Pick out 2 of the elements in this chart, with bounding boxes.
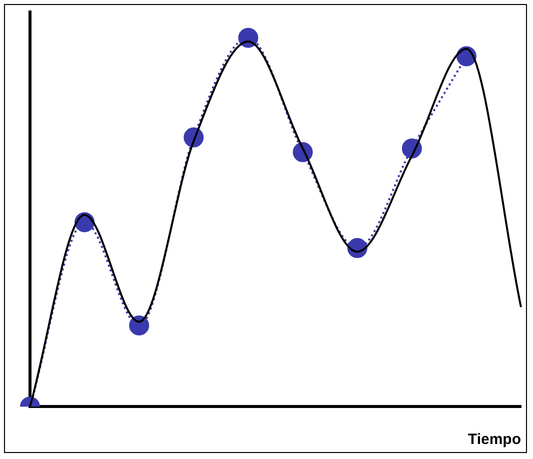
point: [129, 315, 150, 336]
x-axis-title: Tiempo: [468, 431, 521, 448]
